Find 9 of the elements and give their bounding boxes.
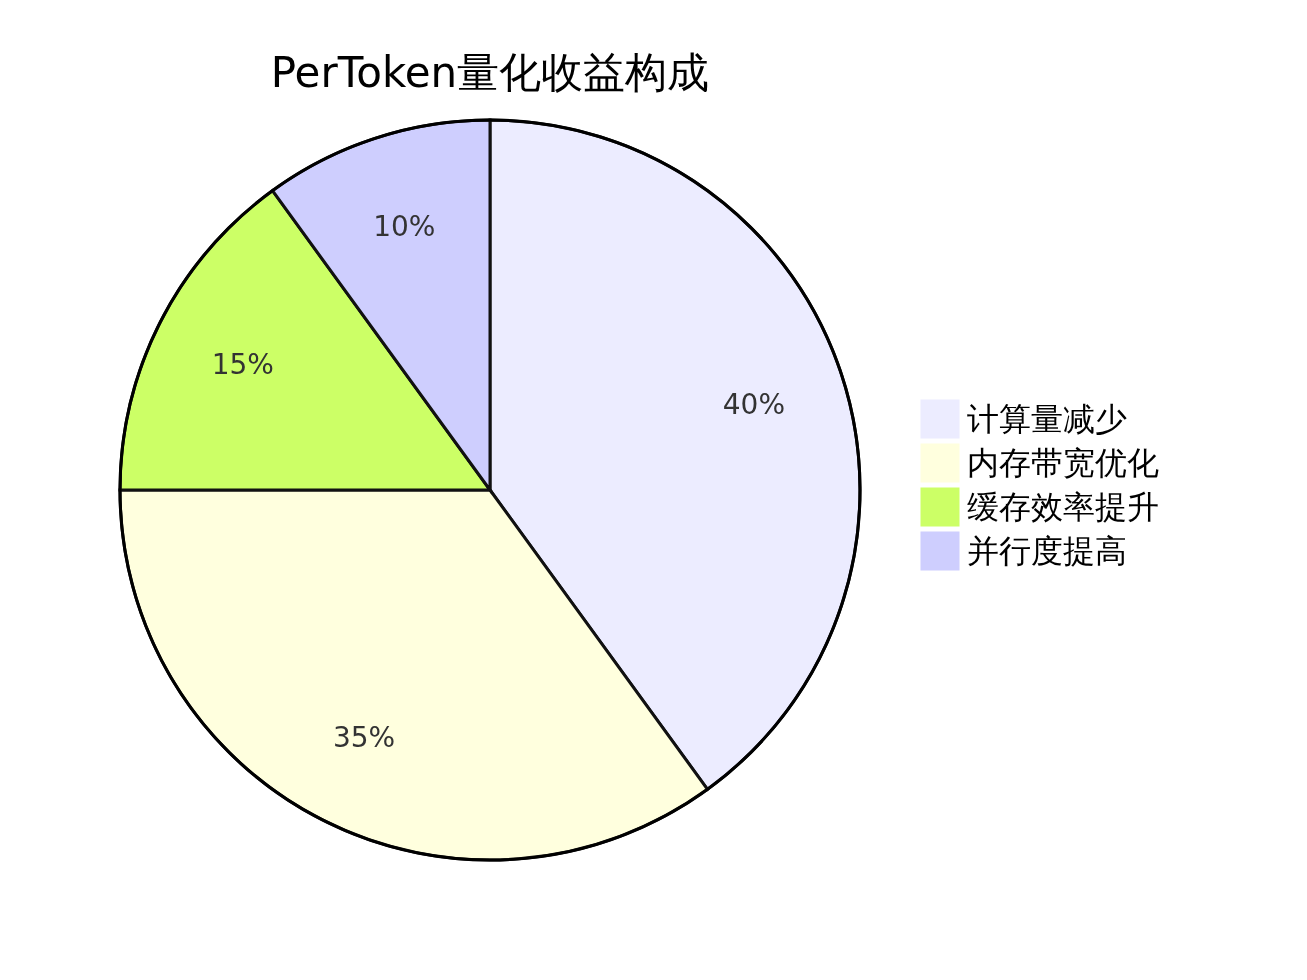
legend-label: 内存带宽优化	[967, 444, 1159, 482]
data-label: 15%	[211, 347, 274, 381]
data-label: 40%	[722, 387, 786, 421]
data-label: 35%	[332, 720, 396, 754]
data-label: 10%	[373, 209, 436, 243]
chart-title: PerToken量化收益构成	[270, 47, 710, 97]
legend-label: 缓存效率提升	[967, 488, 1159, 526]
legend-label: 计算量减少	[967, 400, 1127, 438]
legend-label: 并行度提高	[967, 532, 1127, 570]
